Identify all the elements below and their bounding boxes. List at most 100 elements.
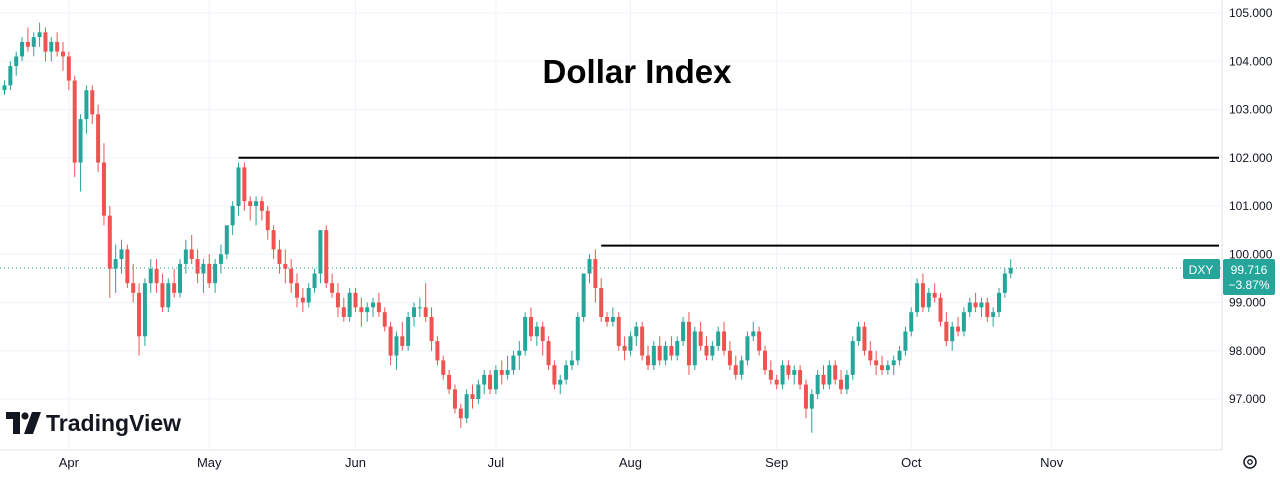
candle[interactable]: [189, 234, 194, 264]
candle[interactable]: [154, 259, 159, 293]
candle[interactable]: [359, 297, 364, 327]
candle[interactable]: [20, 37, 25, 62]
candle[interactable]: [435, 336, 440, 366]
candle[interactable]: [125, 244, 130, 289]
candle[interactable]: [903, 326, 908, 356]
candle[interactable]: [417, 297, 422, 317]
candle[interactable]: [850, 336, 855, 380]
candle[interactable]: [991, 307, 996, 327]
candle[interactable]: [780, 360, 785, 390]
candle[interactable]: [289, 259, 294, 293]
candle[interactable]: [218, 244, 223, 274]
candle[interactable]: [224, 225, 229, 260]
candle[interactable]: [66, 51, 71, 91]
candle[interactable]: [160, 273, 165, 313]
candle[interactable]: [341, 297, 346, 322]
candle[interactable]: [447, 370, 452, 395]
candle[interactable]: [868, 341, 873, 366]
candle[interactable]: [248, 196, 253, 221]
candle[interactable]: [347, 288, 352, 322]
candle[interactable]: [382, 307, 387, 332]
candles[interactable]: [2, 22, 1013, 433]
candle[interactable]: [704, 336, 709, 361]
candle[interactable]: [166, 278, 171, 313]
candle[interactable]: [675, 336, 680, 361]
candle[interactable]: [575, 312, 580, 366]
candle[interactable]: [909, 307, 914, 337]
candle[interactable]: [757, 326, 762, 356]
candle[interactable]: [400, 321, 405, 351]
candle[interactable]: [885, 360, 890, 375]
candle[interactable]: [646, 345, 650, 371]
gear-icon[interactable]: [1243, 455, 1257, 469]
candle[interactable]: [651, 341, 656, 371]
candle[interactable]: [183, 239, 188, 274]
candle[interactable]: [1002, 268, 1007, 298]
candle[interactable]: [657, 336, 662, 366]
candle[interactable]: [236, 162, 241, 216]
candle[interactable]: [944, 312, 949, 346]
candle[interactable]: [938, 292, 943, 327]
candle[interactable]: [727, 341, 732, 371]
candle[interactable]: [710, 341, 715, 361]
candle[interactable]: [464, 389, 469, 424]
candle[interactable]: [207, 254, 212, 289]
candle[interactable]: [142, 278, 147, 346]
candle[interactable]: [283, 249, 288, 284]
candle[interactable]: [745, 331, 750, 366]
candle[interactable]: [242, 162, 247, 211]
candle[interactable]: [803, 379, 808, 419]
candle[interactable]: [751, 321, 756, 342]
candle[interactable]: [932, 283, 937, 303]
candle[interactable]: [335, 283, 340, 317]
candle[interactable]: [856, 321, 861, 346]
candle[interactable]: [739, 355, 744, 380]
settings-button[interactable]: [1243, 455, 1257, 469]
candle[interactable]: [55, 32, 60, 57]
candle[interactable]: [593, 249, 598, 303]
candle[interactable]: [84, 85, 89, 134]
candle[interactable]: [774, 374, 779, 390]
candle[interactable]: [640, 321, 645, 361]
candle[interactable]: [985, 297, 990, 322]
candle[interactable]: [96, 104, 101, 173]
candle[interactable]: [376, 292, 381, 317]
candle[interactable]: [997, 288, 1001, 317]
candle[interactable]: [119, 239, 124, 274]
candle[interactable]: [862, 321, 867, 356]
candle[interactable]: [49, 37, 54, 62]
candle[interactable]: [265, 206, 270, 240]
candle[interactable]: [956, 316, 961, 337]
candle[interactable]: [669, 336, 674, 361]
candle[interactable]: [663, 341, 668, 366]
candle[interactable]: [441, 355, 446, 380]
candle[interactable]: [534, 321, 539, 346]
candle[interactable]: [839, 370, 844, 395]
candle[interactable]: [634, 321, 639, 346]
candle[interactable]: [763, 345, 767, 375]
candle[interactable]: [90, 85, 95, 124]
candle[interactable]: [558, 374, 563, 395]
candle[interactable]: [692, 326, 697, 371]
candle[interactable]: [271, 225, 276, 260]
candle[interactable]: [31, 32, 36, 57]
candle[interactable]: [505, 355, 510, 380]
candle[interactable]: [230, 201, 235, 235]
candle[interactable]: [277, 239, 282, 274]
candle[interactable]: [523, 312, 528, 356]
candle[interactable]: [458, 403, 463, 428]
candle[interactable]: [622, 336, 627, 361]
candle[interactable]: [452, 384, 457, 414]
candle[interactable]: [686, 312, 691, 375]
candle[interactable]: [961, 307, 966, 337]
candle[interactable]: [101, 143, 106, 226]
candle[interactable]: [195, 249, 200, 284]
candle[interactable]: [394, 331, 399, 371]
candle[interactable]: [113, 244, 118, 293]
candle[interactable]: [2, 80, 7, 96]
candle[interactable]: [312, 268, 317, 293]
candle[interactable]: [540, 321, 545, 356]
candle[interactable]: [920, 273, 925, 313]
candle[interactable]: [295, 273, 299, 308]
